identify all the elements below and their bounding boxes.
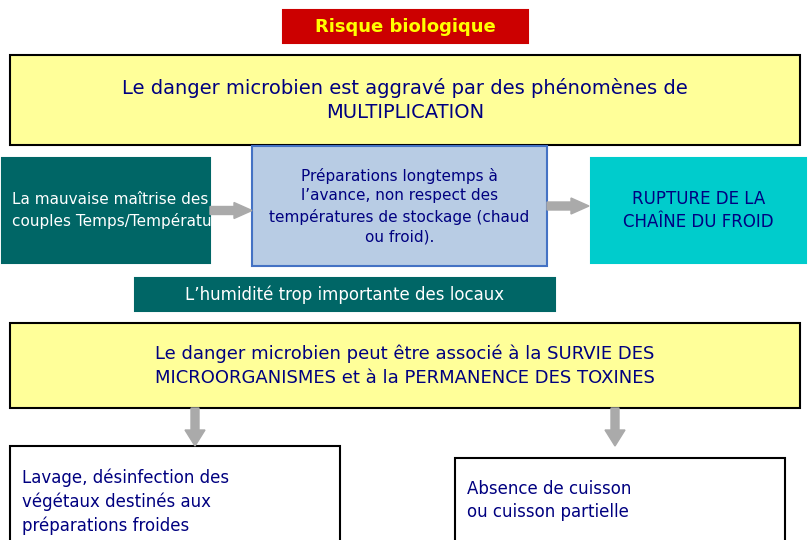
FancyBboxPatch shape	[135, 278, 555, 311]
Polygon shape	[210, 202, 252, 219]
FancyBboxPatch shape	[2, 158, 210, 263]
FancyBboxPatch shape	[591, 158, 806, 263]
FancyBboxPatch shape	[455, 458, 785, 540]
Text: Préparations longtemps à
l’avance, non respect des
températures de stockage (cha: Préparations longtemps à l’avance, non r…	[270, 167, 530, 245]
Text: La mauvaise maîtrise des
couples Temps/Températures: La mauvaise maîtrise des couples Temps/T…	[12, 192, 235, 228]
FancyBboxPatch shape	[10, 323, 800, 408]
Text: Le danger microbien est aggravé par des phénomènes de
MULTIPLICATION: Le danger microbien est aggravé par des …	[122, 78, 688, 123]
Polygon shape	[605, 408, 625, 446]
Text: Risque biologique: Risque biologique	[314, 17, 496, 36]
Text: Le danger microbien peut être associé à la SURVIE DES
MICROORGANISMES et à la PE: Le danger microbien peut être associé à …	[155, 345, 655, 387]
Text: Lavage, désinfection des
végétaux destinés aux
préparations froides
insuffisant: Lavage, désinfection des végétaux destin…	[22, 468, 229, 540]
Text: RUPTURE DE LA
CHAÎNE DU FROID: RUPTURE DE LA CHAÎNE DU FROID	[623, 190, 774, 231]
Polygon shape	[185, 408, 205, 446]
FancyBboxPatch shape	[10, 55, 800, 145]
Text: Absence de cuisson
ou cuisson partielle: Absence de cuisson ou cuisson partielle	[467, 480, 631, 521]
Text: L’humidité trop importante des locaux: L’humidité trop importante des locaux	[185, 285, 505, 303]
FancyBboxPatch shape	[283, 10, 527, 43]
FancyBboxPatch shape	[252, 146, 547, 266]
FancyBboxPatch shape	[10, 446, 340, 540]
Polygon shape	[547, 198, 589, 214]
